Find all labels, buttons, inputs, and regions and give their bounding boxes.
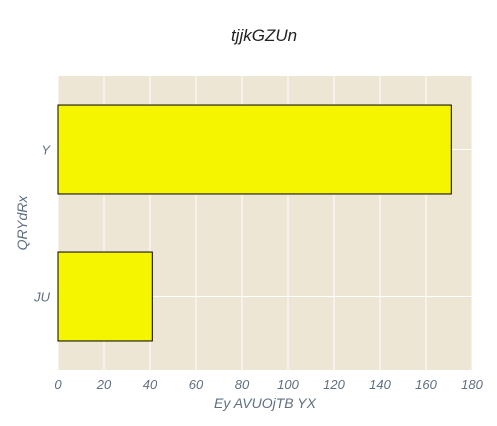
chart-title: tjjkGZUn bbox=[231, 26, 297, 45]
bar-y[interactable] bbox=[57, 104, 452, 195]
y-tick-label: JU bbox=[33, 290, 51, 305]
x-tick-label: 120 bbox=[323, 377, 345, 392]
x-tick-label: 40 bbox=[143, 377, 158, 392]
x-tick-label: 100 bbox=[277, 377, 299, 392]
x-tick-label: 80 bbox=[235, 377, 250, 392]
x-tick-labels: 0 20 40 60 80 100 120 140 160 180 bbox=[54, 377, 483, 392]
x-tick-label: 20 bbox=[96, 377, 112, 392]
bars bbox=[57, 104, 452, 342]
x-tick-label: 160 bbox=[415, 377, 437, 392]
x-tick-label: 180 bbox=[461, 377, 483, 392]
x-tick-label: 0 bbox=[54, 377, 62, 392]
y-tick-label: Y bbox=[41, 143, 51, 158]
bar-ju[interactable] bbox=[57, 251, 153, 342]
x-tick-label: 140 bbox=[369, 377, 391, 392]
y-axis-title: QRYdRx bbox=[14, 195, 30, 251]
x-tick-label: 60 bbox=[189, 377, 204, 392]
y-tick-labels: JU Y bbox=[33, 143, 51, 305]
x-axis-title: Ey AVUOjTB YX bbox=[214, 395, 317, 411]
